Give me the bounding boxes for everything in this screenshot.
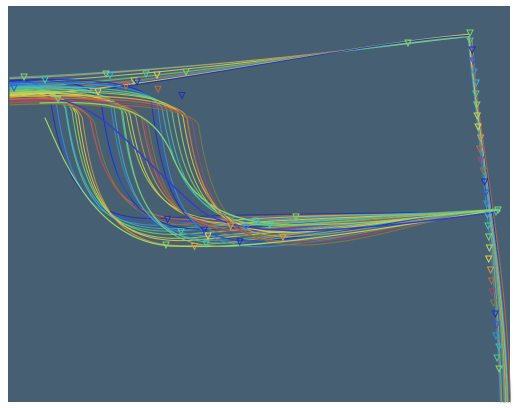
waypoint-marker: [154, 85, 162, 94]
waypoint-marker: [477, 156, 485, 165]
waypoint-marker: [468, 46, 476, 55]
waypoint-marker: [122, 82, 130, 91]
waypoint-marker: [190, 243, 199, 251]
waypoint-marker: [200, 226, 208, 235]
waypoint-marker: [226, 222, 235, 231]
waypoint-marker: [492, 208, 500, 217]
trajectory-curve: [9, 100, 498, 244]
waypoint-marker: [473, 101, 481, 110]
waypoint-marker: [472, 79, 480, 88]
waypoint-marker: [10, 84, 18, 93]
waypoint-marker: [94, 88, 102, 97]
waypoint-marker: [474, 123, 482, 132]
waypoint-marker: [130, 77, 138, 85]
waypoint-marker: [487, 277, 496, 286]
waypoint-marker: [473, 112, 482, 121]
waypoint-marker: [484, 255, 493, 264]
waypoint-marker: [202, 240, 210, 249]
waypoint-marker: [404, 39, 412, 48]
waypoint-marker: [495, 343, 503, 352]
waypoint-marker: [493, 354, 501, 363]
trajectory-bundle: [9, 33, 512, 403]
waypoint-marker: [488, 288, 496, 297]
waypoint-marker: [476, 134, 485, 143]
waypoint-marker: [495, 365, 503, 374]
highlight-trajectory: [44, 117, 498, 248]
waypoint-marker: [54, 95, 62, 104]
waypoint-marker: [466, 37, 474, 46]
waypoint-marker: [469, 57, 478, 66]
waypoint-marker: [41, 76, 49, 85]
waypoint-marker: [20, 73, 28, 82]
highlight-trajectory: [39, 101, 498, 226]
waypoint-marker: [482, 200, 491, 209]
waypoint-marker: [292, 213, 300, 222]
waypoint-marker: [486, 266, 495, 275]
waypoint-marker: [475, 145, 484, 154]
waypoint-marker: [204, 232, 212, 241]
waypoint-marker: [106, 71, 114, 80]
waypoint-marker: [479, 167, 488, 176]
waypoint-marker: [483, 211, 492, 220]
waypoint-marker: [178, 91, 186, 100]
waypoint-marker: [102, 70, 110, 79]
waypoint-marker: [492, 332, 500, 341]
waypoint-marker: [484, 233, 493, 242]
waypoint-marker: [489, 299, 498, 308]
waypoint-marker: [142, 70, 150, 79]
waypoint-marker: [484, 222, 492, 231]
waypoint-marker: [182, 68, 190, 77]
trajectory-curve: [9, 86, 501, 225]
waypoint-marker: [480, 178, 489, 187]
waypoint-marker: [163, 215, 172, 224]
waypoint-marker: [162, 241, 170, 250]
waypoint-marker: [177, 228, 185, 237]
waypoint-marker: [266, 221, 274, 230]
waypoint-marker: [470, 68, 478, 77]
marker-layer: [10, 29, 503, 374]
waypoint-marker: [279, 233, 287, 242]
highlight-trajectory: [59, 99, 498, 232]
waypoint-marker: [491, 310, 500, 319]
waypoint-marker: [153, 71, 161, 80]
waypoint-marker: [485, 244, 494, 253]
upper-trajectory: [9, 34, 469, 99]
waypoint-marker: [242, 224, 250, 233]
waypoint-marker: [133, 78, 141, 87]
canvas-background: [8, 6, 510, 402]
waypoint-marker: [236, 238, 244, 246]
waypoint-marker: [482, 189, 490, 198]
waypoint-marker: [252, 217, 260, 226]
waypoint-marker: [492, 321, 501, 330]
waypoint-marker: [466, 29, 474, 38]
waypoint-marker: [494, 206, 502, 215]
waypoint-marker: [472, 90, 480, 99]
